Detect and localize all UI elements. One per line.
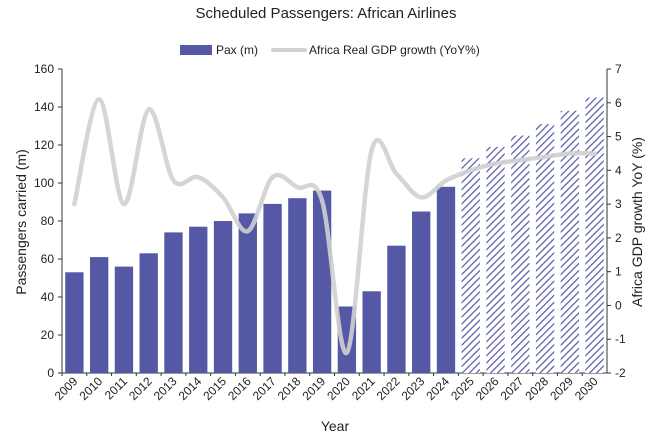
bar <box>65 272 83 373</box>
bar <box>412 212 430 374</box>
y-tick-label: 80 <box>41 214 55 228</box>
legend-label-pax: Pax (m) <box>216 43 258 57</box>
y-tick-label: 20 <box>41 328 55 342</box>
bar-forecast <box>486 147 504 373</box>
legend-swatch-pax <box>180 45 212 55</box>
bar <box>164 232 182 373</box>
y-tick-label: 40 <box>41 290 55 304</box>
bar <box>214 221 232 373</box>
bar <box>362 291 380 373</box>
x-tick-label: 2029 <box>547 374 576 403</box>
bar <box>288 198 306 373</box>
x-tick-label: 2019 <box>299 374 328 403</box>
bar-forecast <box>585 98 603 374</box>
y2-tick-label: 3 <box>615 197 622 211</box>
bar <box>140 253 158 373</box>
chart-title: Scheduled Passengers: African Airlines <box>196 5 457 22</box>
y2-tick-label: 1 <box>615 265 622 279</box>
bar-forecast <box>462 158 480 373</box>
x-tick-label: 2018 <box>275 374 304 403</box>
x-tick-label: 2028 <box>522 374 551 403</box>
x-tick-label: 2017 <box>250 374 279 403</box>
bar <box>239 213 257 373</box>
y-tick-label: 160 <box>34 62 54 76</box>
x-tick-label: 2023 <box>399 374 428 403</box>
y-tick-label: 0 <box>47 366 54 380</box>
bar <box>313 191 331 373</box>
bar-forecast <box>561 111 579 373</box>
x-axis-title: Year <box>321 418 350 434</box>
bar <box>189 227 207 373</box>
x-tick-label: 2025 <box>448 374 477 403</box>
x-tick-label: 2012 <box>126 374 155 403</box>
x-tick-label: 2022 <box>374 374 403 403</box>
x-tick-label: 2026 <box>473 374 502 403</box>
bar-forecast <box>536 124 554 373</box>
legend-label-gdp: Africa Real GDP growth (YoY%) <box>309 43 480 57</box>
y2-tick-label: 2 <box>615 231 622 245</box>
y-tick-label: 120 <box>34 138 54 152</box>
x-tick-label: 2027 <box>498 374 527 403</box>
bar <box>263 204 281 373</box>
y2-tick-label: 4 <box>615 163 622 177</box>
y2-tick-label: -2 <box>615 366 626 380</box>
x-tick-label: 2020 <box>324 374 353 403</box>
y-tick-label: 140 <box>34 100 54 114</box>
x-tick-label: 2011 <box>102 374 130 402</box>
y-tick-label: 100 <box>34 176 54 190</box>
x-tick-label: 2021 <box>349 374 378 403</box>
y2-tick-label: -1 <box>615 332 626 346</box>
bar <box>90 257 108 373</box>
x-tick-label: 2013 <box>151 374 180 403</box>
bar-forecast <box>511 136 529 374</box>
x-tick-label: 2010 <box>76 374 105 403</box>
x-tick-label: 2014 <box>176 374 205 403</box>
x-tick-label: 2009 <box>52 374 81 403</box>
bar <box>437 187 455 373</box>
y2-tick-label: 7 <box>615 62 622 76</box>
bar <box>115 267 133 373</box>
x-tick-label: 2030 <box>572 374 601 403</box>
legend: Pax (m) Africa Real GDP growth (YoY%) <box>180 43 480 57</box>
bar <box>387 246 405 373</box>
y2-tick-label: 0 <box>615 298 622 312</box>
y2-tick-label: 5 <box>615 130 622 144</box>
y2-axis-title: Africa GDP growth YoY (%) <box>629 137 645 307</box>
y2-tick-label: 6 <box>615 96 622 110</box>
x-tick-label: 2024 <box>423 374 452 403</box>
plot-area: 020406080100120140160-2-1012345672009201… <box>34 62 626 403</box>
x-tick-label: 2016 <box>225 374 254 403</box>
x-tick-label: 2015 <box>200 374 229 403</box>
y-axis-title: Passengers carried (m) <box>13 149 29 295</box>
y-tick-label: 60 <box>41 252 55 266</box>
